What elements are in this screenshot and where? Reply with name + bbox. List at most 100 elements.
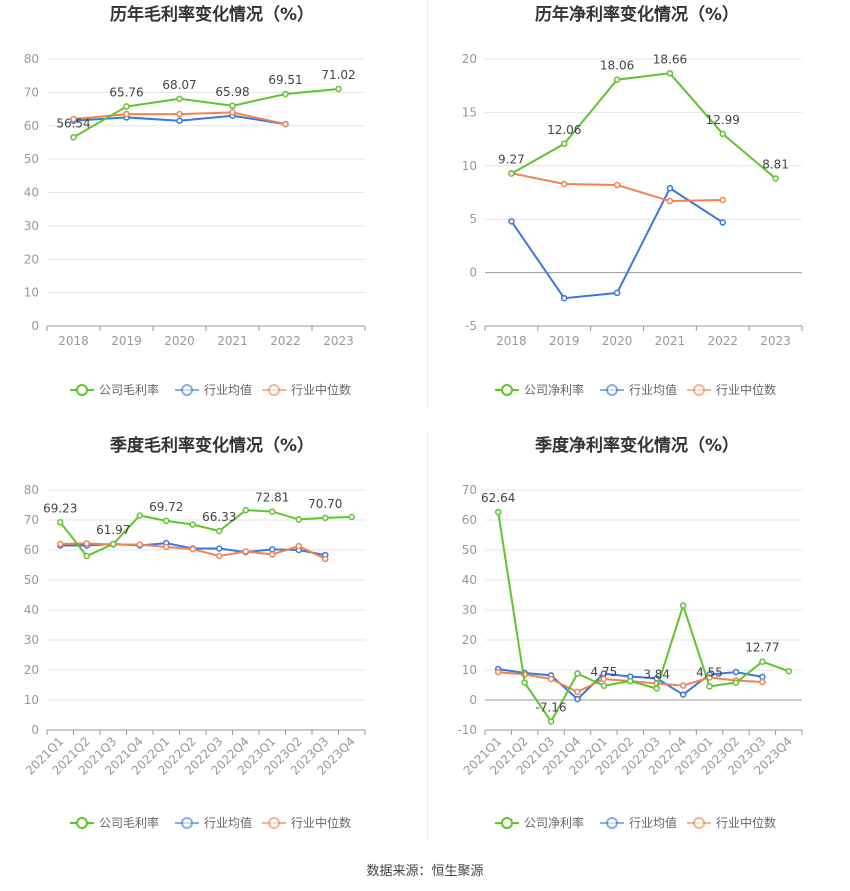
- data-label: 69.23: [43, 501, 77, 515]
- data-label: 18.66: [653, 52, 687, 66]
- x-tick-label: 2020: [164, 334, 195, 348]
- data-point-mean: [613, 289, 621, 297]
- data-point-median: [216, 552, 223, 560]
- y-tick-label: 40: [24, 186, 39, 200]
- y-tick-label: 60: [462, 513, 477, 527]
- y-tick-label: 50: [24, 573, 39, 587]
- chart-title: 季度毛利率变化情况（%）: [110, 435, 314, 456]
- legend-marker: [606, 817, 618, 829]
- series-line-company: [59, 509, 352, 558]
- y-tick-label: 50: [462, 543, 477, 557]
- annual-net-margin-svg: 历年净利率变化情况（%） -5 0 5 10 15 20 2018 2019 2020 2021 20…: [462, 4, 803, 397]
- data-point-company: [627, 677, 634, 685]
- x-tick-label: 2018: [496, 334, 527, 348]
- legend-marker: [268, 817, 280, 829]
- data-point-company: [282, 90, 289, 98]
- data-point-median: [176, 110, 183, 118]
- x-tick-label: 2018: [58, 334, 89, 348]
- data-point-mean: [719, 219, 726, 226]
- data-point-company: [785, 667, 793, 675]
- y-tick-label: 60: [24, 119, 39, 133]
- data-point-company: [719, 130, 726, 138]
- data-point-mean: [679, 691, 687, 698]
- data-point-company: [508, 170, 515, 177]
- legend-marker: [693, 817, 705, 829]
- legend-label: 行业中位数: [291, 382, 351, 397]
- y-tick-label: 40: [462, 573, 477, 587]
- data-point-median: [561, 180, 568, 188]
- legend-label: 行业中位数: [716, 382, 776, 397]
- data-label: 69.72: [149, 500, 183, 514]
- data-point-median: [494, 668, 502, 676]
- panel-divider: [427, 432, 428, 840]
- y-tick-label: 10: [462, 159, 477, 173]
- data-label: 9.27: [498, 153, 525, 167]
- legend-label: 行业中位数: [716, 815, 776, 830]
- data-point-mean: [176, 117, 183, 124]
- legend-marker: [181, 817, 193, 829]
- data-point-company: [547, 718, 555, 725]
- data-point-median: [282, 120, 289, 128]
- data-point-mean: [216, 545, 223, 552]
- y-tick-label: 70: [462, 483, 477, 497]
- legend-marker: [501, 384, 513, 396]
- data-label: 62.64: [481, 491, 515, 505]
- data-label: 65.98: [215, 85, 249, 99]
- legend-marker: [693, 384, 705, 396]
- legend-label: 行业均值: [204, 815, 252, 830]
- data-point-median: [229, 109, 236, 116]
- data-point-company: [163, 517, 170, 525]
- data-label: 12.77: [745, 641, 779, 655]
- series-line-company: [510, 72, 777, 180]
- data-point-company: [123, 103, 130, 110]
- x-tick-label: 2023: [323, 334, 354, 348]
- data-point-median: [242, 548, 249, 555]
- data-point-company: [176, 95, 183, 103]
- legend-marker: [501, 817, 513, 829]
- data-point-company: [561, 140, 568, 148]
- y-tick-label: 15: [462, 105, 477, 119]
- data-label: 18.06: [600, 59, 634, 73]
- data-point-company: [110, 540, 117, 548]
- data-point-median: [70, 115, 77, 123]
- y-tick-label: 50: [24, 152, 39, 166]
- legend-marker: [76, 817, 88, 829]
- data-label: 8.81: [762, 158, 789, 172]
- y-tick-label: 70: [24, 85, 39, 99]
- legend-marker: [76, 384, 88, 396]
- series-line-company: [497, 511, 790, 724]
- data-point-company: [335, 85, 342, 93]
- y-tick-label: 60: [24, 543, 39, 557]
- data-label: 56.54: [56, 116, 90, 130]
- x-tick-label: 2021: [655, 334, 686, 348]
- data-point-median: [123, 110, 130, 118]
- y-tick-label: 0: [469, 693, 477, 707]
- data-point-median: [666, 197, 674, 205]
- legend-label: 公司毛利率: [99, 815, 159, 830]
- y-tick-label: 40: [24, 603, 39, 617]
- data-point-company: [216, 527, 223, 535]
- x-tick-label: 2019: [111, 334, 142, 348]
- data-point-median: [83, 540, 90, 547]
- data-point-mean: [759, 673, 766, 681]
- legend-label: 行业中位数: [291, 815, 351, 830]
- data-point-company: [348, 513, 355, 521]
- legend-label: 行业均值: [629, 815, 677, 830]
- y-tick-label: 70: [24, 513, 39, 527]
- y-tick-label: 80: [24, 483, 39, 497]
- y-tick-label: 20: [462, 52, 477, 66]
- data-point-median: [57, 540, 64, 548]
- data-label: 12.99: [706, 113, 740, 127]
- chart-title: 历年净利率变化情况（%）: [535, 4, 739, 25]
- legend-marker: [606, 384, 618, 396]
- data-point-mean: [666, 184, 674, 192]
- data-label: 71.02: [321, 68, 355, 82]
- data-source-footer: 数据来源：恒生聚源: [366, 864, 484, 879]
- legend-label: 行业均值: [204, 382, 252, 397]
- y-tick-label: -10: [457, 723, 477, 737]
- data-point-median: [613, 181, 621, 189]
- y-tick-label: 20: [462, 633, 477, 647]
- data-point-company: [772, 175, 779, 182]
- data-point-company: [189, 521, 196, 528]
- data-label: 72.81: [255, 491, 289, 505]
